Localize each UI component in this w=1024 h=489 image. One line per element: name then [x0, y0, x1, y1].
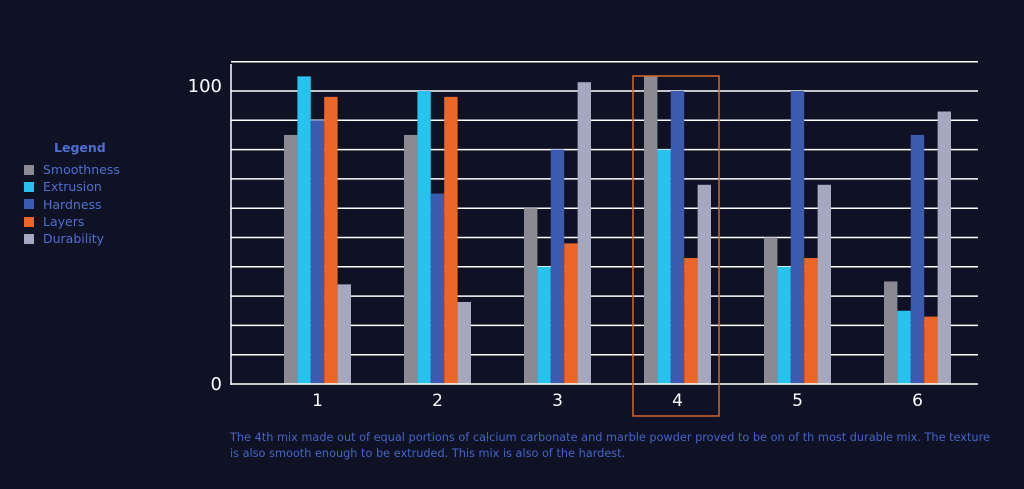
bar-layers-2	[444, 96, 458, 385]
x-tick-label: 1	[312, 391, 323, 411]
legend-item-layers: Layers	[24, 213, 120, 230]
bar-hardness-5	[790, 91, 805, 384]
bar-durability-1	[337, 284, 351, 384]
y-tick-label: 0	[211, 374, 222, 395]
bar-layers-3	[564, 243, 578, 384]
x-tick-label: 2	[432, 391, 443, 411]
legend-label: Hardness	[43, 196, 102, 212]
bar-hardness-4	[670, 91, 685, 384]
legend-label: Smoothness	[43, 162, 120, 178]
bar-smoothness-1	[284, 134, 298, 384]
bar-layers-1	[324, 96, 338, 385]
y-tick-label: 100	[188, 76, 222, 97]
legend-item-hardness: Hardness	[24, 196, 120, 213]
x-tick-label: 5	[792, 391, 803, 411]
bar-extrusion-3	[537, 266, 551, 384]
legend-label: Durability	[43, 231, 104, 247]
x-tick-label: 6	[912, 391, 923, 411]
x-tick-label: 3	[552, 391, 563, 411]
bar-hardness-3	[550, 149, 565, 384]
bar-extrusion-4	[657, 149, 671, 384]
legend-swatch	[24, 233, 34, 244]
legend-swatch	[24, 164, 34, 175]
bar-extrusion-5	[777, 266, 791, 384]
legend: Legend Smoothness Extrusion Hardness Lay…	[24, 140, 120, 247]
bars-group	[284, 76, 951, 385]
bar-smoothness-5	[764, 237, 778, 384]
highlight-box	[632, 75, 720, 417]
legend-title: Legend	[54, 140, 106, 155]
legend-swatch	[24, 199, 34, 210]
x-tick-labels: 1 2 3 4 5 6	[312, 391, 923, 411]
bar-extrusion-6	[897, 310, 911, 384]
grid-lines	[231, 60, 978, 356]
legend-item-extrusion: Extrusion	[24, 178, 120, 195]
bar-durability-4	[697, 184, 711, 384]
x-tick-label: 4	[672, 391, 683, 411]
bar-layers-6	[924, 316, 938, 384]
legend-label: Extrusion	[43, 179, 102, 195]
bar-smoothness-6	[884, 281, 898, 384]
legend-item-durability: Durability	[24, 230, 120, 247]
bar-smoothness-2	[404, 134, 418, 384]
bar-layers-4	[684, 258, 698, 384]
bar-durability-5	[817, 184, 831, 384]
bar-durability-6	[937, 111, 951, 384]
bar-extrusion-1	[297, 76, 311, 384]
bar-hardness-6	[910, 134, 925, 384]
bar-extrusion-2	[417, 91, 431, 384]
legend-swatch	[24, 216, 34, 227]
bar-durability-2	[457, 301, 471, 384]
bar-hardness-1	[310, 120, 325, 385]
bar-smoothness-4	[644, 76, 658, 384]
bar-smoothness-3	[524, 208, 538, 384]
legend-item-smoothness: Smoothness	[24, 161, 120, 178]
legend-swatch	[24, 181, 34, 192]
chart-caption: The 4th mix made out of equal portions o…	[230, 431, 990, 460]
bar-layers-5	[804, 258, 818, 384]
bar-durability-3	[577, 82, 591, 385]
legend-label: Layers	[43, 214, 85, 230]
bar-hardness-2	[430, 193, 445, 384]
